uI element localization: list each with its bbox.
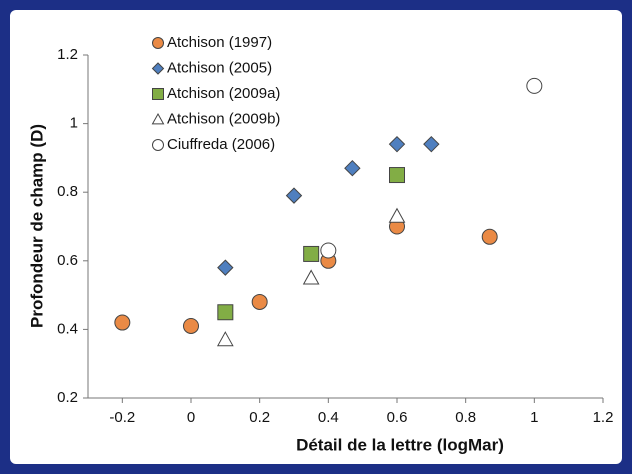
point: [388, 135, 406, 153]
legend-label: Ciuffreda (2006): [167, 136, 275, 153]
y-tick-label: 0.4: [57, 320, 78, 337]
point: [320, 242, 337, 259]
x-tick-label: 0.8: [455, 409, 476, 426]
y-tick-label: 0.8: [57, 183, 78, 200]
y-tick-label: 1: [70, 115, 78, 132]
x-tick-label: 0: [187, 409, 195, 426]
point: [303, 245, 320, 262]
legend-marker: [151, 112, 165, 125]
point: [216, 331, 234, 347]
legend-marker: [152, 37, 164, 49]
y-axis-title: Profondeur de champ (D): [27, 124, 46, 328]
point: [526, 77, 543, 94]
point: [183, 317, 199, 334]
y-tick-label: 0.6: [57, 252, 78, 269]
x-axis-title: Détail de la lettre (logMar): [296, 435, 504, 454]
x-tick-label: -0.2: [109, 409, 135, 426]
legend-marker: [151, 62, 165, 75]
point: [302, 269, 320, 285]
point: [217, 304, 234, 321]
legend-label: Atchison (1997): [167, 34, 272, 51]
x-tick-label: 0.6: [387, 409, 408, 426]
point: [389, 167, 405, 184]
legend-marker: [152, 88, 164, 100]
point: [423, 135, 440, 153]
legend-marker: [152, 139, 164, 151]
x-tick-label: 1.2: [593, 409, 614, 426]
point: [481, 228, 498, 245]
point: [114, 314, 131, 331]
legend-label: Atchison (2005): [167, 59, 272, 76]
legend-label: Atchison (2009a): [167, 85, 280, 102]
y-tick-label: 1.2: [57, 46, 78, 63]
point: [251, 293, 268, 310]
point: [388, 207, 406, 223]
x-tick-label: 0.2: [249, 409, 270, 426]
legend-label: Atchison (2009b): [167, 110, 280, 127]
point: [217, 259, 234, 276]
x-tick-label: 0.4: [318, 409, 339, 426]
point: [344, 159, 361, 177]
chart: Détail de la lettre (logMar) Profondeur …: [10, 10, 622, 464]
point: [285, 187, 303, 204]
x-tick-label: 1: [530, 409, 538, 426]
y-tick-label: 0.2: [57, 389, 78, 406]
